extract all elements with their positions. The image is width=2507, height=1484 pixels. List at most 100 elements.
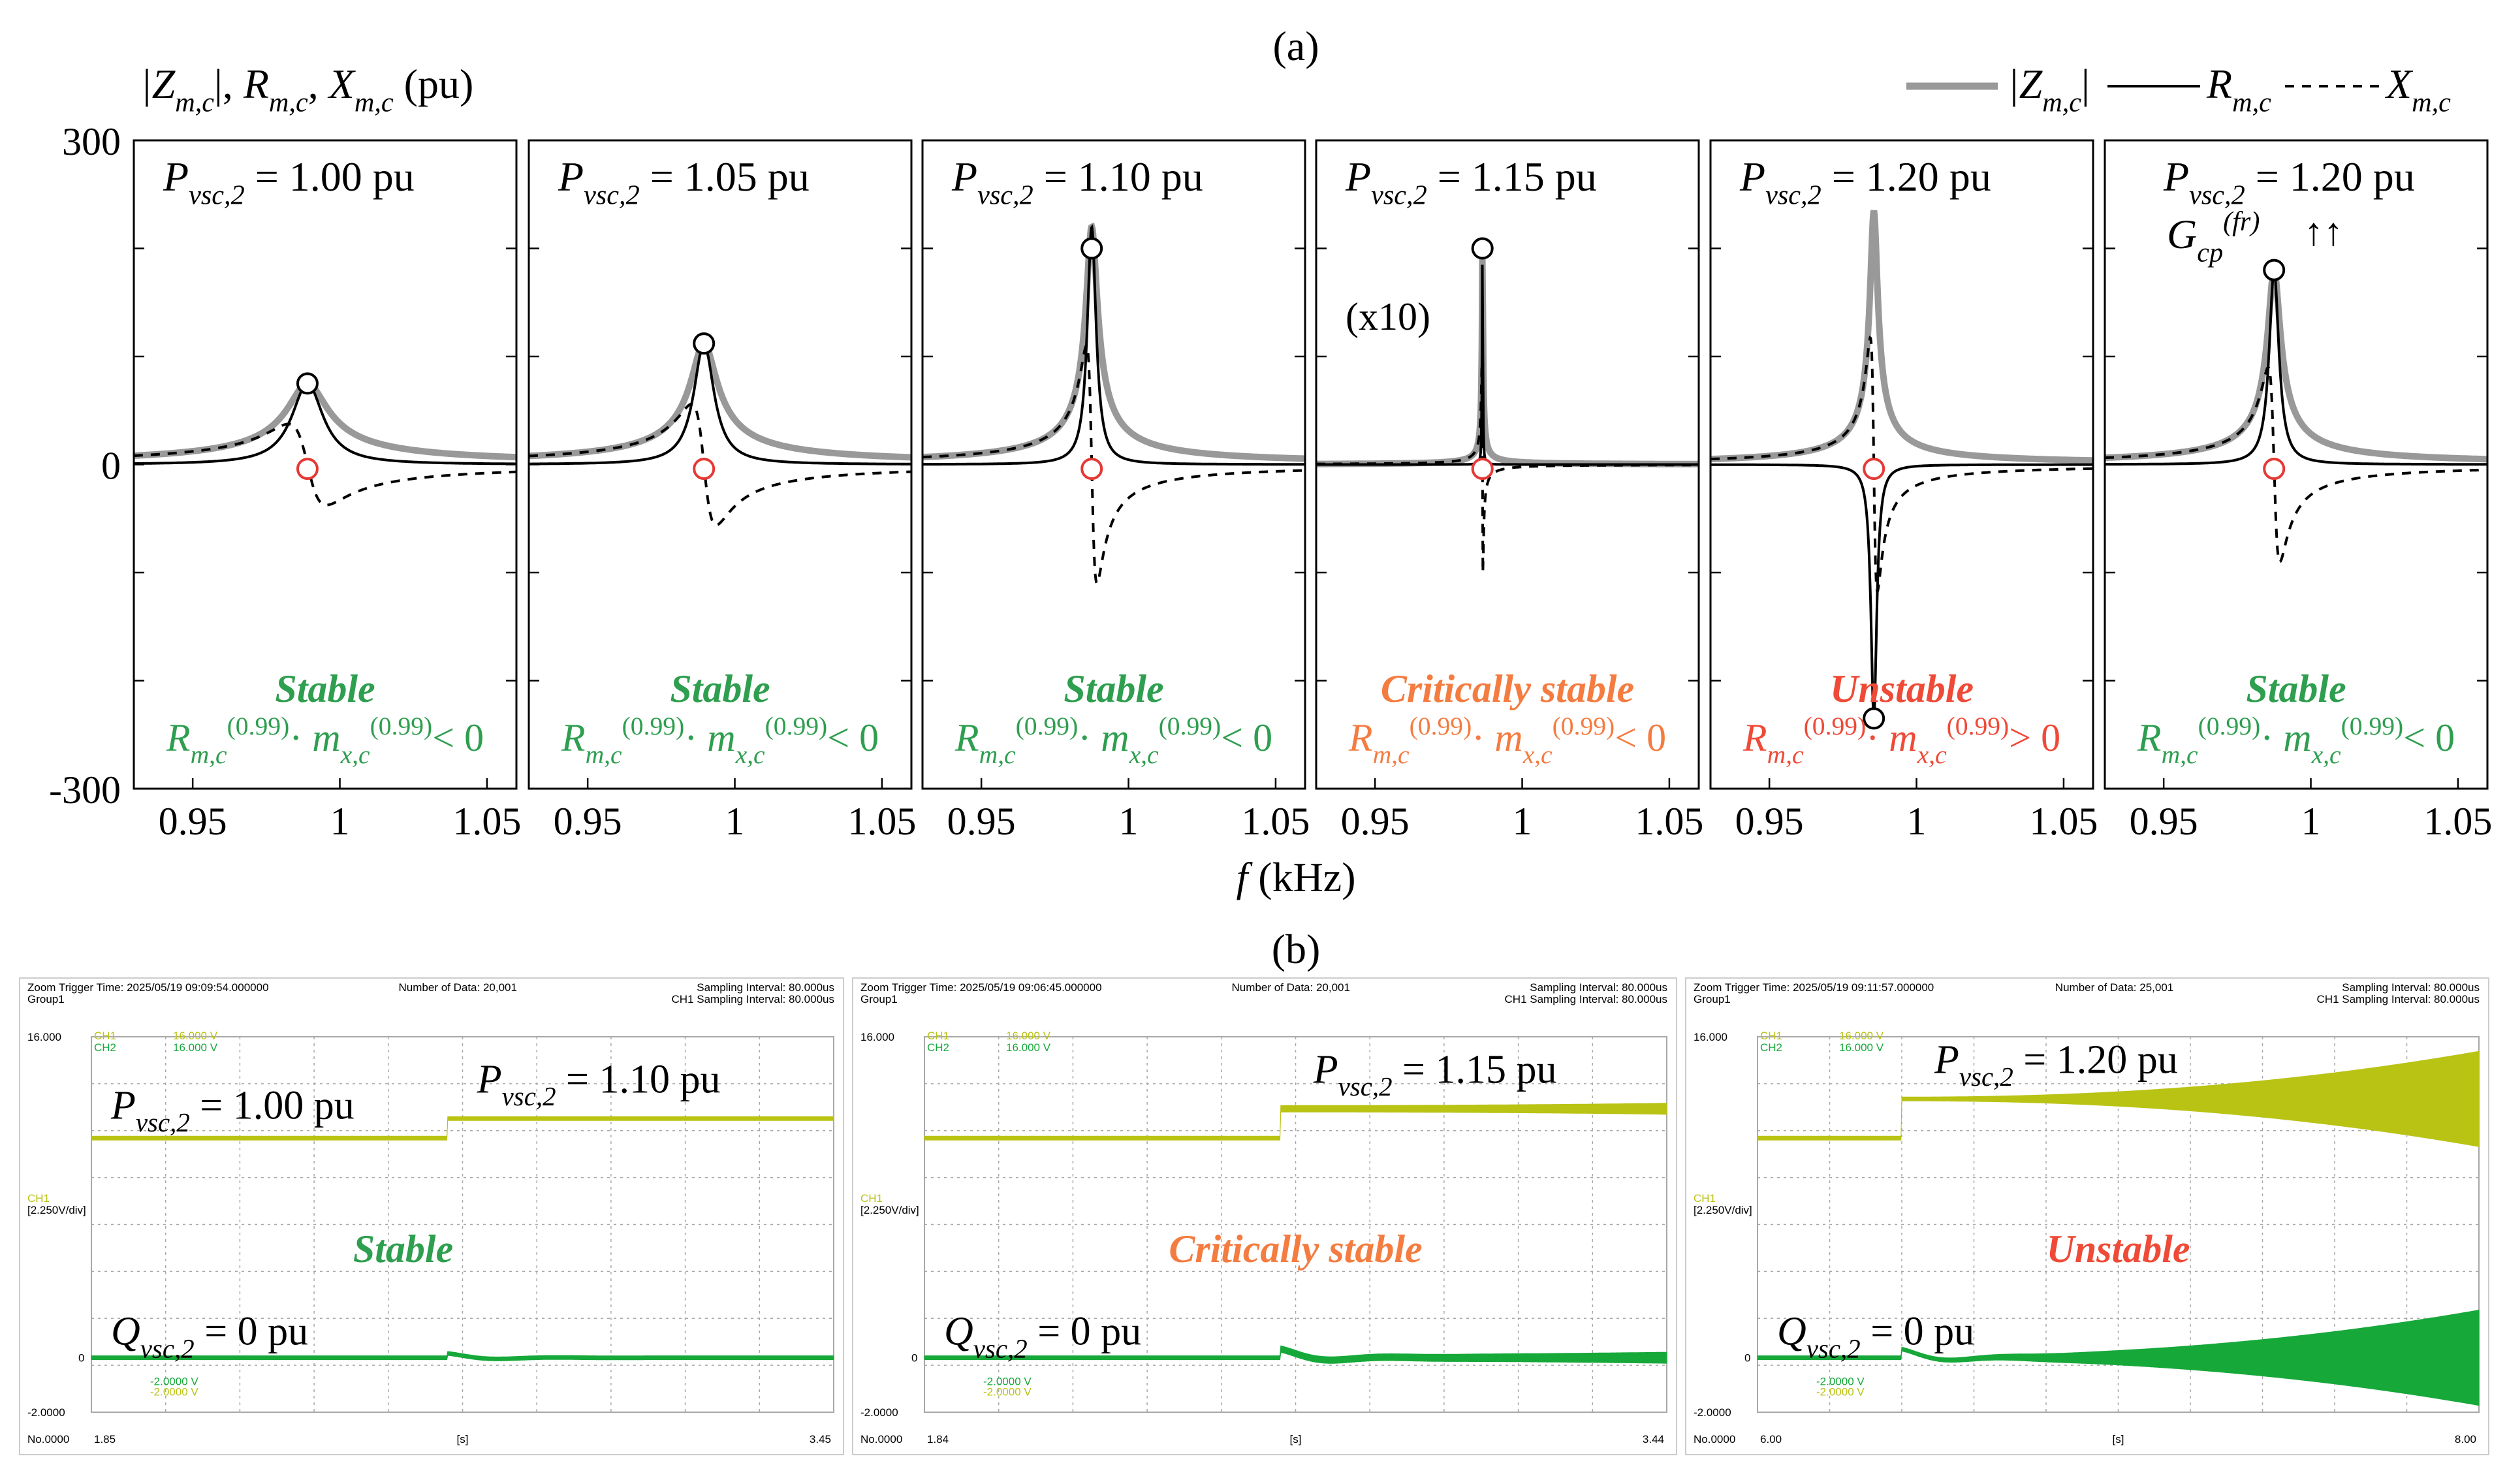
- legend-r-label: Rm,c: [2206, 61, 2271, 118]
- scope-ch1-label: CH1: [94, 1030, 116, 1042]
- scope-record-number: No.0000: [860, 1433, 902, 1445]
- panel-frame: [528, 139, 913, 790]
- scope-group: Group1: [1694, 993, 1731, 1005]
- scope-time-unit: [s]: [457, 1433, 469, 1445]
- scope-sampling-interval: Sampling Interval: 80.000us: [1530, 981, 1667, 994]
- oscilloscope-capture: Zoom Trigger Time: 2025/05/19 09:06:45.0…: [852, 977, 1677, 1455]
- q-trace: [91, 1351, 834, 1361]
- scope-trigger-time: Zoom Trigger Time: 2025/05/19 09:11:57.0…: [1694, 981, 1934, 994]
- scope-volts-per-div: [2.250V/div]: [1694, 1204, 1752, 1216]
- reactance-curve: [528, 402, 911, 527]
- stability-criterion: Rm,c(0.99)· mx,c(0.99)> 0: [1742, 712, 2060, 769]
- x-tick-label: 1: [2301, 800, 2321, 843]
- p-after-label: Pvsc,2 = 1.20 pu: [1934, 1037, 2178, 1092]
- scope-volts-per-div: [2.250V/div]: [860, 1204, 919, 1216]
- zero-crossing-marker: [693, 458, 716, 481]
- scope-ch2-bottom: -2.0000 V: [1816, 1386, 1865, 1398]
- impedance-panel: 0.95 1 1.05 Pvsc,2 = 1.00 pu StableRm,c(0.99…: [133, 139, 521, 843]
- scope-ymax: 16.000: [860, 1031, 894, 1043]
- reactance-curve: [1711, 336, 2093, 594]
- operating-point-title: Pvsc,2 = 1.20 pu: [1739, 153, 1991, 211]
- x-tick-label: 1.05: [1241, 800, 1310, 843]
- scope-record-number: No.0000: [27, 1433, 69, 1445]
- operating-point-title: Pvsc,2 = 1.05 pu: [558, 153, 810, 211]
- scope-background: [852, 977, 1677, 1455]
- p-after-label: Pvsc,2 = 1.10 pu: [477, 1057, 721, 1111]
- stability-criterion: Rm,c(0.99)· mx,c(0.99)< 0: [561, 712, 879, 769]
- scope-time-end: 3.45: [810, 1433, 831, 1445]
- x-tick-label: 0.95: [2130, 800, 2198, 843]
- scope-ch1-top: 16.000 V: [1839, 1030, 1884, 1042]
- scope-ch2-bottom: -2.0000 V: [983, 1386, 1032, 1398]
- panel-frame: [921, 139, 1306, 790]
- stability-status: Stable: [1064, 667, 1163, 710]
- scope-ch1-sampling: CH1 Sampling Interval: 80.000us: [1505, 993, 1667, 1005]
- x-tick-label: 1.05: [847, 800, 916, 843]
- reactance-curve: [1316, 365, 1699, 573]
- resonance-marker: [2263, 259, 2286, 281]
- scope-trigger-time: Zoom Trigger Time: 2025/05/19 09:09:54.0…: [27, 981, 269, 994]
- stability-status: Stable: [275, 667, 375, 710]
- zero-crossing-marker: [1863, 458, 1885, 481]
- operating-point-title: Pvsc,2 = 1.20 pu: [2163, 153, 2415, 211]
- gain-note: Gcp(fr): [2167, 206, 2260, 268]
- zero-crossing-marker: [1471, 458, 1494, 481]
- resistance-curve: [2105, 268, 2487, 466]
- scope-zero-label: 0: [78, 1352, 84, 1365]
- scope-trigger-time: Zoom Trigger Time: 2025/05/19 09:06:45.0…: [860, 981, 1102, 994]
- stability-status: Stable: [2246, 667, 2346, 710]
- impedance-panel: 0.95 1 1.05 Pvsc,2 = 1.05 pu StableRm,c(0.99…: [528, 139, 916, 843]
- scope-sampling-interval: Sampling Interval: 80.000us: [2342, 981, 2480, 994]
- scope-ch2-bottom: -2.0000 V: [150, 1386, 198, 1398]
- q-label: Qvsc,2 = 0 pu: [944, 1310, 1141, 1364]
- p-trace: [91, 1116, 834, 1141]
- q-trace: [924, 1345, 1667, 1364]
- figure-label-b: (b): [1272, 926, 1321, 972]
- scope-ch1-label: CH1: [1760, 1030, 1782, 1042]
- p-trace: [1757, 1050, 2480, 1147]
- scope-ch1-label: CH1: [927, 1030, 949, 1042]
- scope-number-of-data: Number of Data: 20,001: [1232, 981, 1350, 994]
- resonance-marker: [1080, 237, 1103, 260]
- x-tick-label: 1: [1907, 800, 1927, 843]
- scope-ch1-sampling: CH1 Sampling Interval: 80.000us: [2317, 993, 2480, 1005]
- p-trace: [924, 1103, 1667, 1141]
- resistance-curve: [922, 224, 1305, 466]
- figure-label-a: (a): [1272, 23, 1319, 69]
- mag-curve: [1316, 257, 1699, 467]
- mag-curve: [922, 222, 1306, 462]
- y-tick-label: 0: [101, 445, 121, 488]
- scope-record-number: No.0000: [1694, 1433, 1735, 1445]
- y-tick-label: -300: [49, 768, 121, 812]
- scope-time-end: 8.00: [2455, 1433, 2476, 1445]
- scope-number-of-data: Number of Data: 25,001: [2055, 981, 2173, 994]
- mag-curve: [134, 380, 516, 461]
- x-tick-label: 0.95: [1341, 800, 1410, 843]
- gain-arrows: ↑↑: [2304, 210, 2343, 253]
- stability-criterion: Rm,c(0.99)· mx,c(0.99)< 0: [1348, 712, 1666, 769]
- x-tick-label: 0.95: [554, 800, 622, 843]
- scope-sampling-interval: Sampling Interval: 80.000us: [697, 981, 834, 994]
- scope-stability-status: Stable: [353, 1227, 453, 1271]
- scope-time-end: 3.44: [1643, 1433, 1664, 1445]
- scope-background: [19, 977, 844, 1455]
- scope-ch1-bottom: -2.0000 V: [983, 1376, 1032, 1388]
- panel-frame: [133, 139, 518, 790]
- scope-ch2-top: 16.000 V: [173, 1041, 218, 1054]
- scope-zero-label: 0: [1744, 1352, 1750, 1365]
- scope-group: Group1: [860, 993, 898, 1005]
- oscilloscope-capture: Zoom Trigger Time: 2025/05/19 09:09:54.0…: [19, 977, 844, 1455]
- x-tick-label: 1: [1513, 800, 1532, 843]
- oscilloscope-capture: Zoom Trigger Time: 2025/05/19 09:11:57.0…: [1685, 977, 2489, 1455]
- y-axis-label: |Zm,c|, Rm,c, Xm,c (pu): [140, 61, 473, 118]
- stability-status: Stable: [670, 667, 770, 710]
- scope-ch2-top: 16.000 V: [1839, 1041, 1884, 1054]
- p-before-label: Pvsc,2 = 1.00 pu: [110, 1083, 355, 1137]
- scope-ch2-label: CH2: [1760, 1041, 1782, 1054]
- x-tick-label: 1.05: [2423, 800, 2492, 843]
- scope-stability-status: Unstable: [2046, 1227, 2190, 1271]
- panel-frame: [1315, 139, 1700, 790]
- q-trace: [1757, 1310, 2480, 1406]
- q-label: Qvsc,2 = 0 pu: [1777, 1310, 1974, 1364]
